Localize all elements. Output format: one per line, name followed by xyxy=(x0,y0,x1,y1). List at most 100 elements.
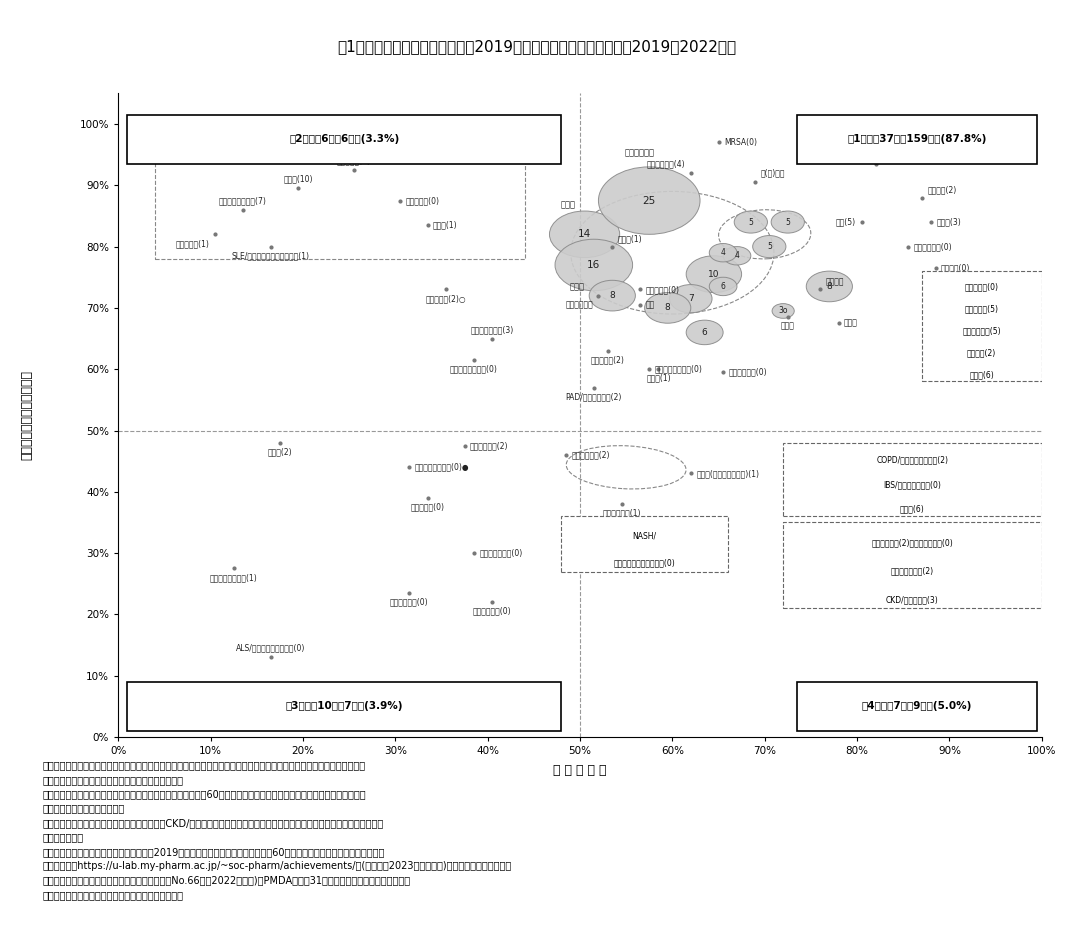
Text: 4: 4 xyxy=(735,251,739,260)
Text: 糖尿病性網膜症(2): 糖尿病性網膜症(2) xyxy=(891,566,934,576)
Text: サルコペニア(0): サルコペニア(0) xyxy=(473,606,511,616)
Circle shape xyxy=(735,211,768,233)
Text: 糖尿病性腎症(2)　腹圧性尿失禁(0): 糖尿病性腎症(2) 腹圧性尿失禁(0) xyxy=(872,538,954,547)
Circle shape xyxy=(644,293,691,323)
Text: 14: 14 xyxy=(578,230,591,240)
Text: 治療に対する薬剤の貢献度: 治療に対する薬剤の貢献度 xyxy=(20,370,33,460)
Text: 乾癬: 乾癬 xyxy=(645,300,655,310)
Text: 全身性強皮症(2): 全身性強皮症(2) xyxy=(571,451,610,460)
Circle shape xyxy=(686,320,723,344)
Text: 不整脈: 不整脈 xyxy=(844,319,858,327)
Text: パーキンソン病(3): パーキンソン病(3) xyxy=(470,325,513,334)
Circle shape xyxy=(669,285,712,313)
Text: IBS/過敏性腸症候群(0): IBS/過敏性腸症候群(0) xyxy=(884,480,942,489)
Text: アレルギー性鼻炎(1): アレルギー性鼻炎(1) xyxy=(852,150,899,160)
Bar xyxy=(783,522,1042,608)
Text: 5: 5 xyxy=(767,242,772,251)
Circle shape xyxy=(686,256,741,293)
Circle shape xyxy=(709,244,737,262)
Bar xyxy=(783,443,1042,516)
Text: 6: 6 xyxy=(721,282,726,291)
Text: 過活動膀胱(0): 過活動膀胱(0) xyxy=(405,196,439,205)
Text: NASH/: NASH/ xyxy=(633,531,656,540)
Text: SLE/全身性エリテマトーデス(1): SLE/全身性エリテマトーデス(1) xyxy=(232,251,309,260)
Text: てんかん(4): てんかん(4) xyxy=(320,138,350,146)
Text: 高血圧症(2): 高血圧症(2) xyxy=(927,186,957,194)
Text: 慢性便秘症(0): 慢性便秘症(0) xyxy=(964,282,999,291)
Text: 非アルコール性脂肪肝炎(0): 非アルコール性脂肪肝炎(0) xyxy=(613,559,676,568)
Text: 神経因性疼痛: 神経因性疼痛 xyxy=(565,300,593,309)
Text: MRSA(0): MRSA(0) xyxy=(724,138,757,146)
Bar xyxy=(797,682,1037,731)
Text: COPD/慢性閉塞性肺疾患(2): COPD/慢性閉塞性肺疾患(2) xyxy=(876,455,948,465)
Text: 肺がん: 肺がん xyxy=(569,282,584,291)
Bar xyxy=(128,682,562,731)
Text: 6: 6 xyxy=(701,327,708,337)
Text: 厚生労働省薬事食品衛生審議会部会審議品日又は報告品日における新有効成分含有医薬品・新効能医薬品、および新再生医
療等製品として承認された品目を集計の対象とした。: 厚生労働省薬事食品衛生審議会部会審議品日又は報告品日における新有効成分含有医薬品… xyxy=(43,760,512,900)
Bar xyxy=(562,516,728,572)
Text: 第4象限：7疾患9品目(5.0%): 第4象限：7疾患9品目(5.0%) xyxy=(862,702,972,712)
Text: 喘息(5): 喘息(5) xyxy=(836,217,856,227)
Text: 心筋梗塞(0): 心筋梗塞(0) xyxy=(941,263,971,272)
Text: 胃がん: 胃がん xyxy=(781,322,795,330)
Text: 糖尿病性神経障害(0)●: 糖尿病性神経障害(0)● xyxy=(415,463,469,472)
Circle shape xyxy=(771,211,804,233)
Bar xyxy=(155,148,524,258)
Circle shape xyxy=(709,277,737,296)
Text: 8: 8 xyxy=(609,291,615,300)
Text: 糖尿病(3): 糖尿病(3) xyxy=(937,217,961,227)
Text: 骨粗鬆症(2): 骨粗鬆症(2) xyxy=(967,348,997,357)
Text: 潰瘍性大腸炎(5): 潰瘍性大腸炎(5) xyxy=(962,327,1001,335)
Text: 白血病: 白血病 xyxy=(561,201,576,210)
X-axis label: 治 療 満 足 度: 治 療 満 足 度 xyxy=(553,764,607,777)
Text: 子宮内膜症(1): 子宮内膜症(1) xyxy=(176,239,209,248)
Text: 膵がん(2): 膵がん(2) xyxy=(267,448,292,456)
Text: 8: 8 xyxy=(827,282,832,291)
Text: アトピー性皮膚炎(7): アトピー性皮膚炎(7) xyxy=(219,196,266,205)
Text: 特発性肺線維症(0): 特発性肺線維症(0) xyxy=(479,549,523,558)
Circle shape xyxy=(807,272,853,301)
Text: 大腸がん: 大腸がん xyxy=(826,277,844,286)
Text: アルツハイマー病(1): アルツハイマー病(1) xyxy=(209,573,258,582)
Text: むずむず脚症候群(0): むずむず脚症候群(0) xyxy=(655,365,702,374)
Text: 血管性認知症(0): 血管性認知症(0) xyxy=(390,598,429,606)
Text: 心不全(6): 心不全(6) xyxy=(970,370,995,380)
Text: 図1　治療満足度・薬剤貢献度（2019年）別にみた新薬承認件数（2019－2022年）: 図1 治療満足度・薬剤貢献度（2019年）別にみた新薬承認件数（2019－202… xyxy=(337,39,737,54)
Text: 片(偏)頭痛: 片(偏)頭痛 xyxy=(761,169,785,177)
Text: 第1象限：37疾患159品目(87.8%): 第1象限：37疾患159品目(87.8%) xyxy=(847,134,987,145)
Circle shape xyxy=(772,303,795,318)
Text: 線維筋痛症(0): 線維筋痛症(0) xyxy=(410,503,445,511)
Text: 多発性硬化症(2): 多発性硬化症(2) xyxy=(470,441,509,451)
Text: 第2象限：6疾患6品目(3.3%): 第2象限：6疾患6品目(3.3%) xyxy=(289,134,400,145)
Text: 10: 10 xyxy=(708,270,720,279)
Circle shape xyxy=(753,235,786,258)
Text: 脳梗塞(1): 脳梗塞(1) xyxy=(647,374,671,383)
Text: 統合失調症(2)○: 統合失調症(2)○ xyxy=(425,294,466,303)
Text: 8: 8 xyxy=(665,303,670,313)
Text: 前立腺肥大症(0): 前立腺肥大症(0) xyxy=(913,242,952,251)
Text: 第3象限：10疾患7品目(3.9%): 第3象限：10疾患7品目(3.9%) xyxy=(286,702,403,712)
Circle shape xyxy=(555,239,633,291)
Text: 関節リウマチ(4): 関節リウマチ(4) xyxy=(647,160,685,169)
Circle shape xyxy=(598,167,700,234)
Text: 非結核性抗酸菌症(0): 非結核性抗酸菌症(0) xyxy=(450,365,497,373)
Text: 不安神経症(0): 不安神経症(0) xyxy=(645,285,680,294)
Text: CKD/慢性腎臓病(3): CKD/慢性腎臓病(3) xyxy=(886,595,939,605)
Bar xyxy=(921,272,1042,382)
Text: 5: 5 xyxy=(785,217,790,227)
Text: 前立腺がん(5): 前立腺がん(5) xyxy=(964,304,999,313)
Text: PAD/末梢動脈疾患(2): PAD/末梢動脈疾患(2) xyxy=(566,392,622,401)
Text: 5: 5 xyxy=(749,217,753,227)
Circle shape xyxy=(550,211,620,258)
Circle shape xyxy=(590,280,636,311)
Text: 機能性胃腸炎(0): 機能性胃腸炎(0) xyxy=(728,368,767,377)
Text: 悪性リンパ腫: 悪性リンパ腫 xyxy=(625,148,655,158)
Text: 緑内障(1): 緑内障(1) xyxy=(433,220,458,230)
Text: 乳がん(10): 乳がん(10) xyxy=(284,174,313,184)
Text: うつ病(1): うつ病(1) xyxy=(618,234,642,244)
Text: 25: 25 xyxy=(642,196,656,205)
Circle shape xyxy=(723,246,751,265)
Text: 7: 7 xyxy=(688,294,694,303)
Text: 肝がん(6): 肝がん(6) xyxy=(900,505,925,513)
Text: 3o: 3o xyxy=(779,306,788,315)
